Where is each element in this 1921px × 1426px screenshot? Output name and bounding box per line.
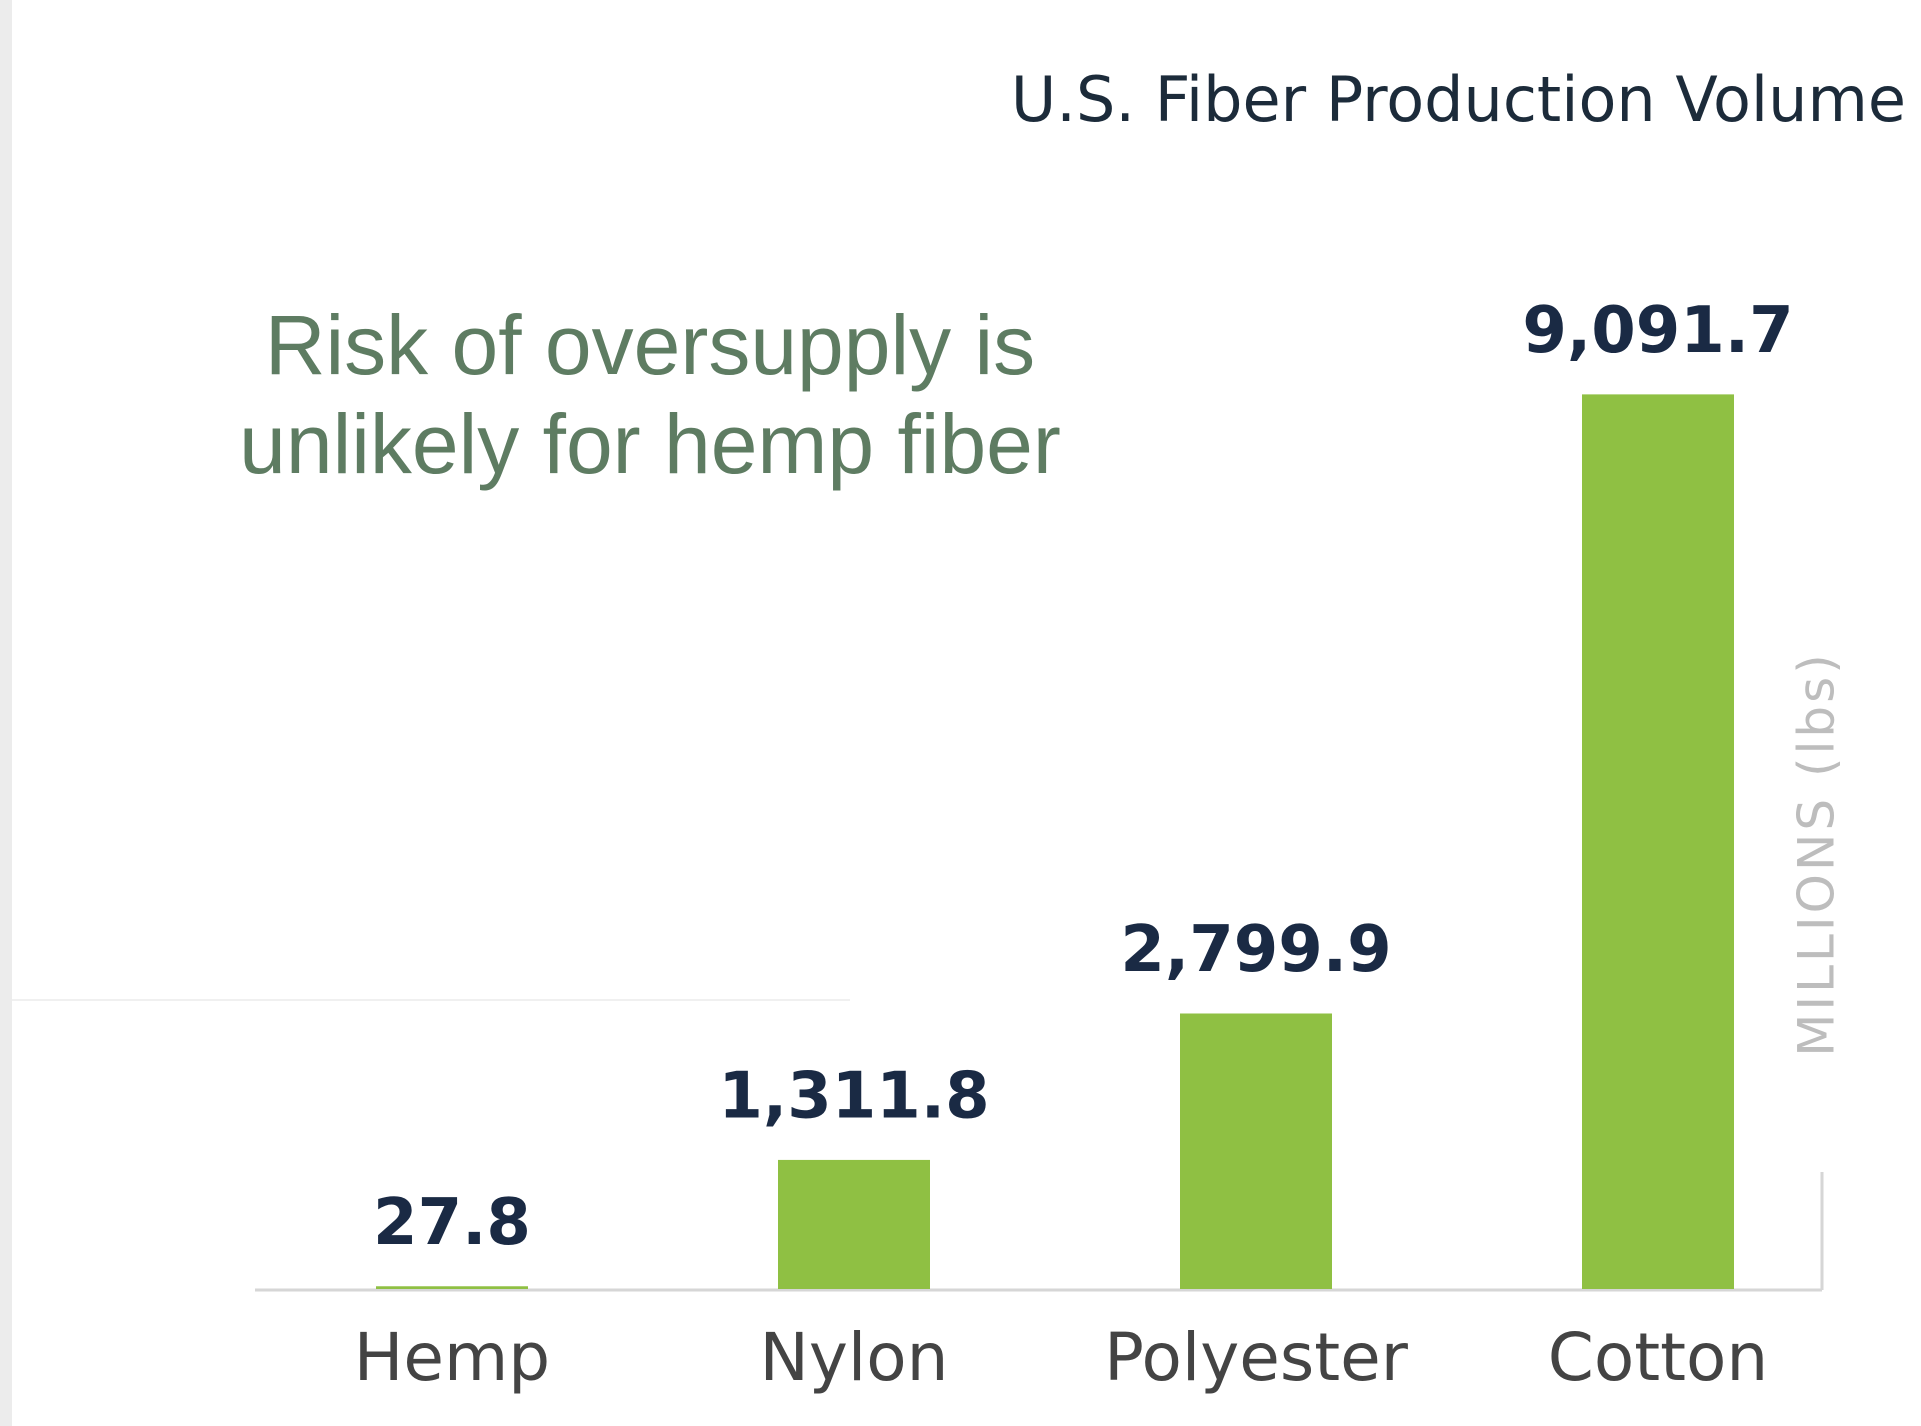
value-label: 2,799.9	[1120, 913, 1391, 987]
annotation: Risk of oversupply is	[265, 298, 1035, 392]
x-tick-label: Hemp	[354, 1319, 550, 1396]
value-label: 27.8	[373, 1186, 531, 1260]
value-label: 1,311.8	[718, 1059, 989, 1133]
bar	[1180, 1013, 1332, 1289]
x-tick-label: Polyester	[1104, 1319, 1409, 1396]
bar	[1582, 394, 1734, 1289]
y-axis-label: MILLIONS (lbs)	[1788, 651, 1846, 1056]
value-label: 9,091.7	[1522, 294, 1793, 368]
x-tick-label: Cotton	[1548, 1319, 1768, 1396]
annotation: unlikely for hemp fiber	[239, 397, 1061, 491]
x-tick-label: Nylon	[760, 1319, 949, 1396]
left-edge	[0, 0, 12, 1426]
chart-title: U.S. Fiber Production Volume	[1011, 63, 1906, 136]
bar	[376, 1286, 528, 1289]
bar	[778, 1159, 930, 1289]
